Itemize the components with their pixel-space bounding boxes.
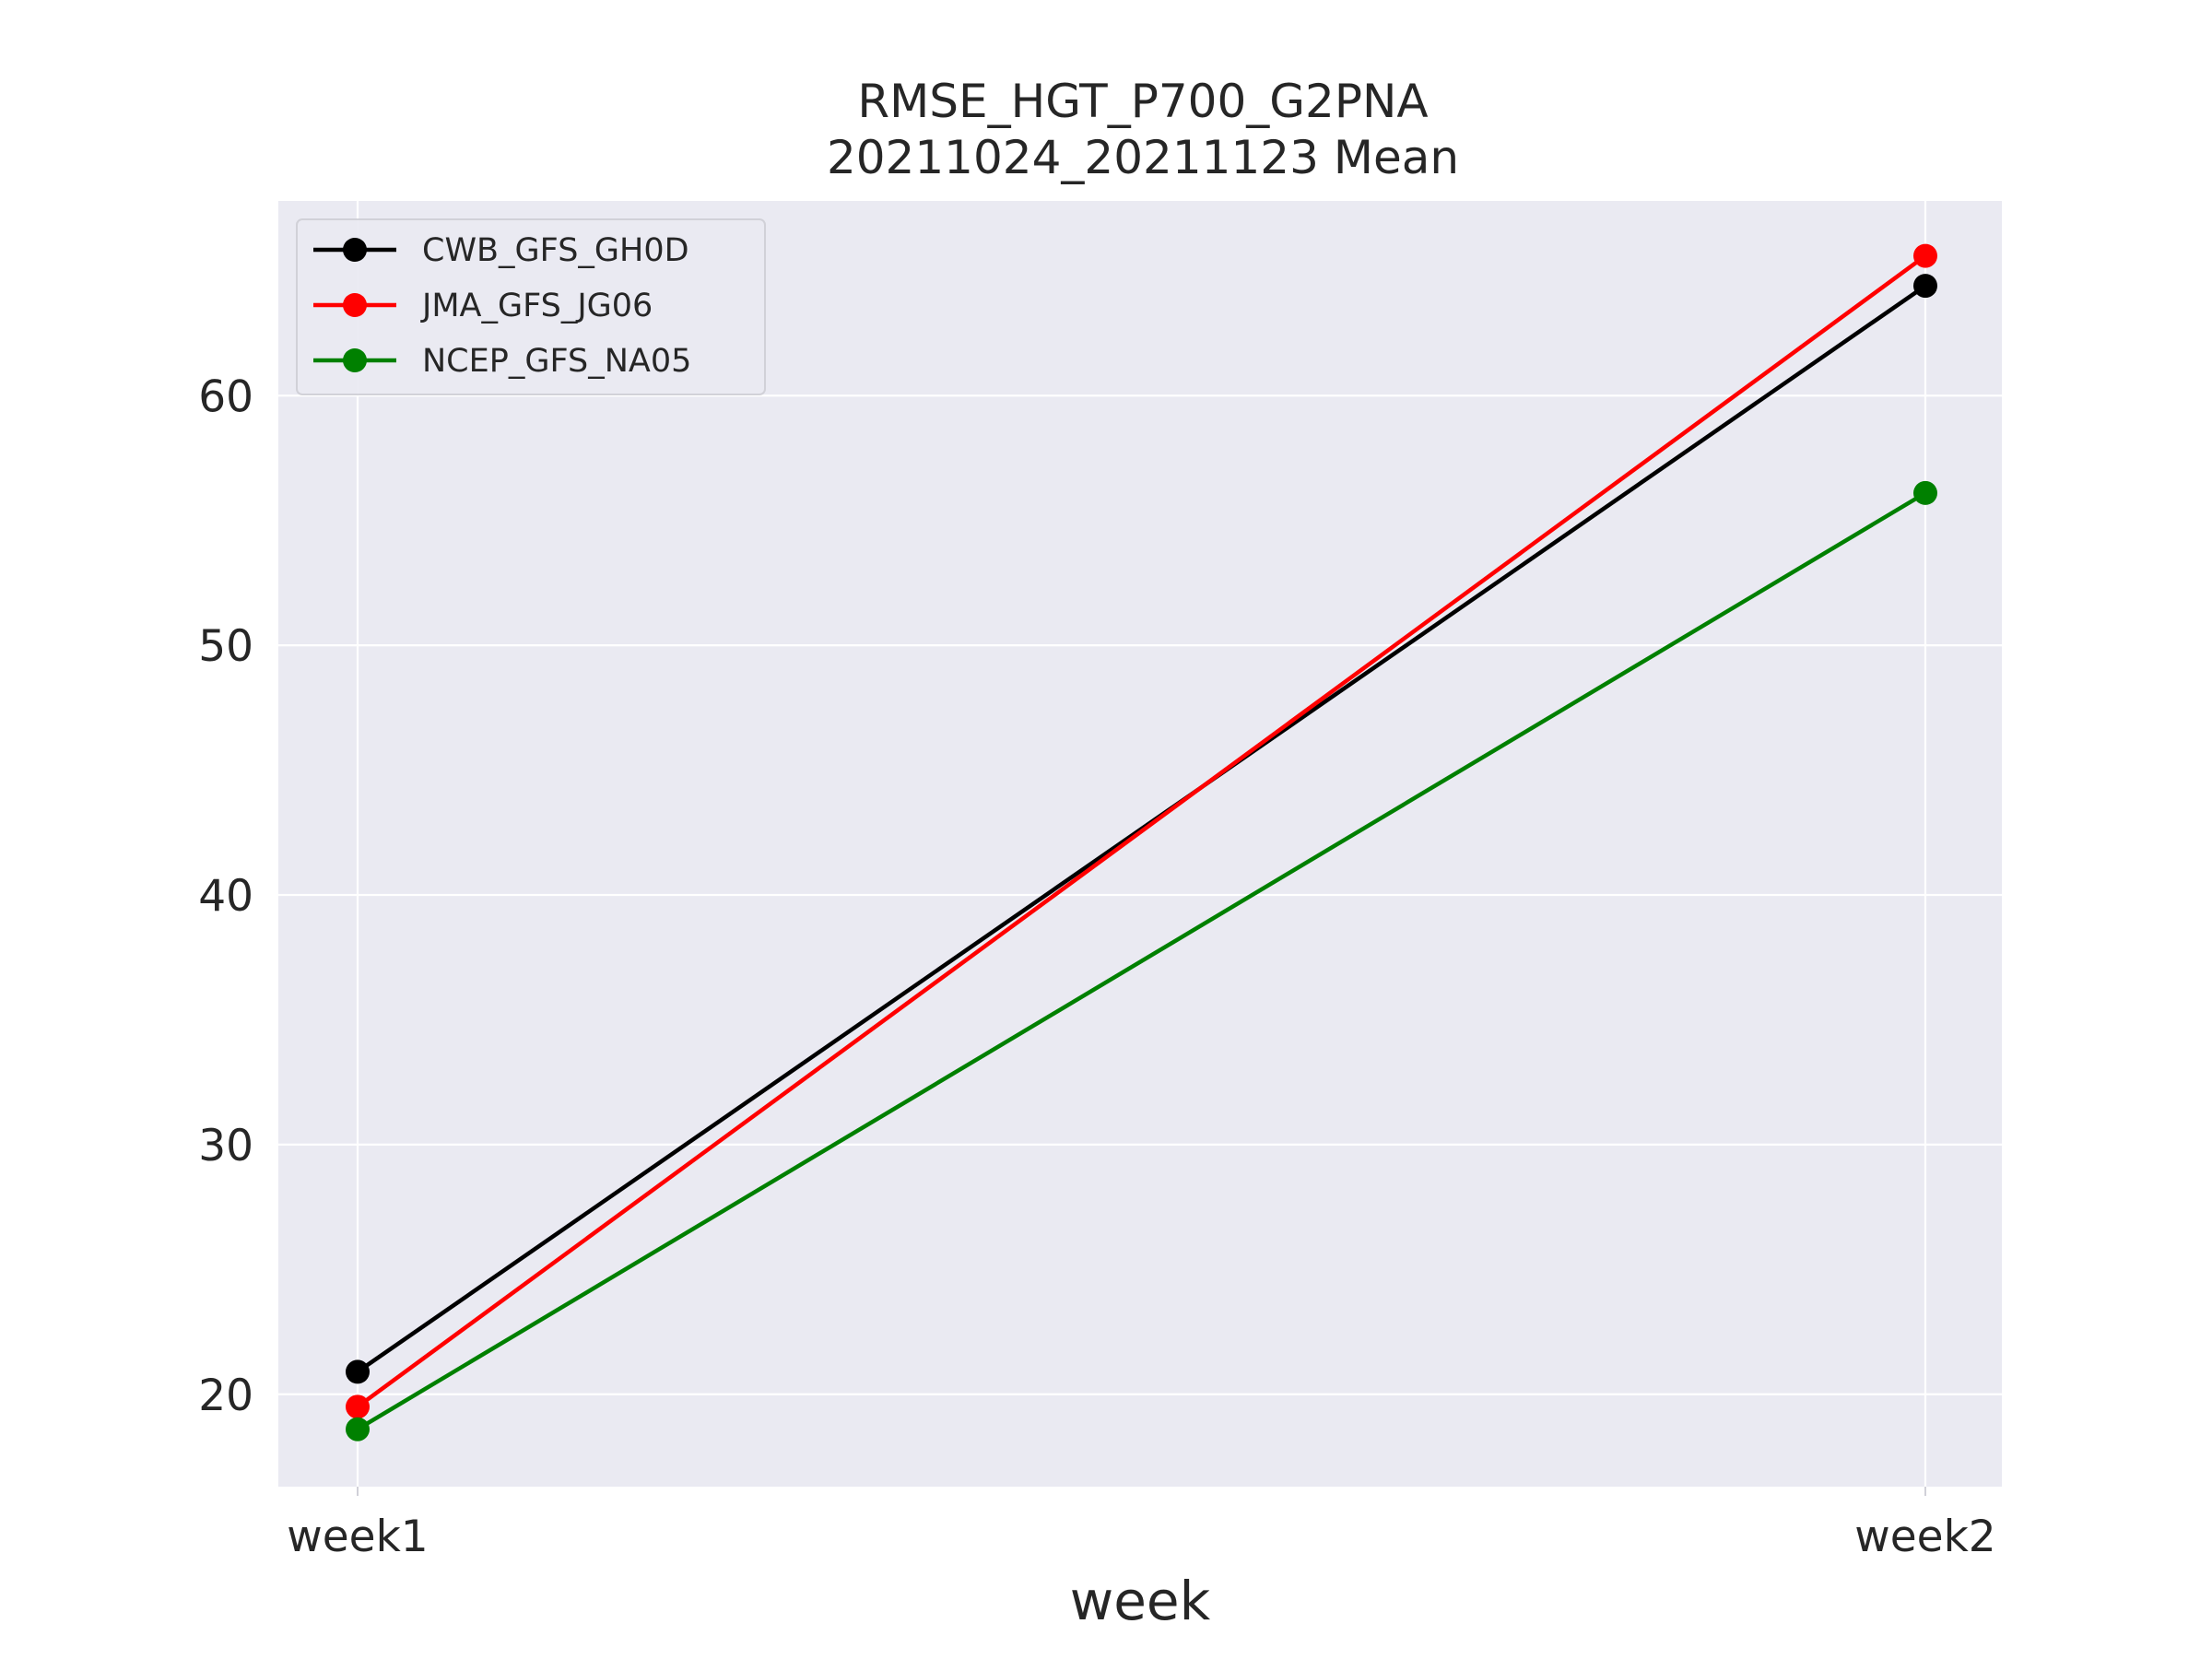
legend-label: JMA_GFS_JG06 [420, 288, 653, 324]
plot-area [278, 201, 2002, 1487]
chart-title: RMSE_HGT_P700_G2PNA [857, 75, 1428, 128]
data-point [1913, 243, 1937, 268]
data-point [346, 1417, 370, 1441]
data-point [1913, 274, 1937, 299]
y-tick-label: 40 [198, 871, 253, 922]
legend-label: CWB_GFS_GH0D [422, 232, 689, 269]
grid-lines [278, 201, 2002, 1487]
y-tick-label: 50 [198, 621, 253, 672]
data-point [1913, 480, 1937, 505]
legend-swatch-marker [343, 348, 367, 372]
y-tick-label: 30 [198, 1121, 253, 1171]
x-tick-label: week2 [1854, 1512, 1995, 1562]
series-line [356, 253, 1927, 1409]
series-lines [346, 243, 1937, 1441]
legend-box [296, 218, 766, 395]
x-axis-label: week [1070, 1570, 1211, 1632]
legend-swatch-marker [343, 238, 367, 262]
series-line [356, 490, 1927, 1431]
chart-subtitle: 20211024_20211123 Mean [827, 131, 1459, 184]
legend: CWB_GFS_GH0D JMA_GFS_JG06 NCEP_GFS_NA05 [296, 218, 766, 395]
y-axis-ticks: 20 30 40 50 60 [198, 371, 253, 1420]
legend-swatch-marker [343, 293, 367, 317]
y-tick-label: 60 [198, 371, 253, 422]
x-axis-ticks: week1 week2 [287, 1487, 1996, 1562]
legend-label: NCEP_GFS_NA05 [422, 343, 691, 380]
data-point [346, 1394, 370, 1419]
x-tick-label: week1 [287, 1512, 428, 1562]
y-tick-label: 20 [198, 1371, 253, 1421]
data-point [346, 1359, 370, 1384]
